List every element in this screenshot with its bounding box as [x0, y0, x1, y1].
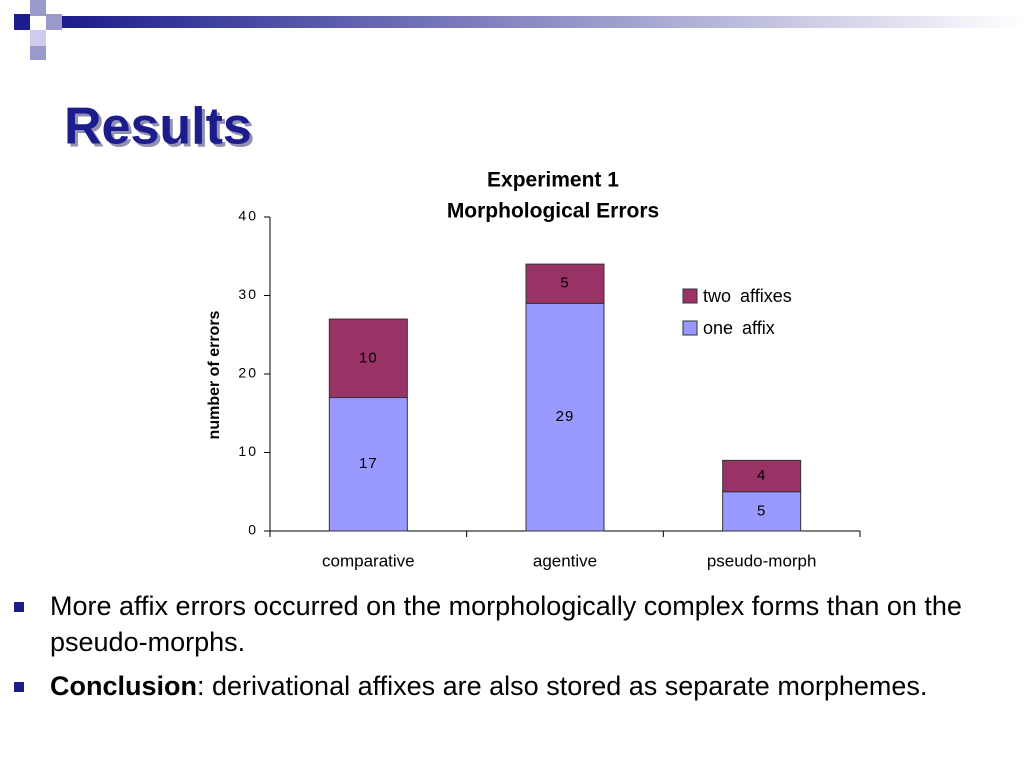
y-tick-label: 30: [238, 286, 258, 302]
data-label: 29: [556, 408, 575, 425]
y-tick-label: 10: [238, 443, 258, 459]
x-tick-label: comparative: [322, 551, 415, 570]
bullet: Conclusion: derivational affixes are als…: [0, 668, 1000, 704]
bar-segment: [722, 459, 802, 493]
bar-segment: [722, 491, 802, 532]
bullet-text: : derivational affixes are also stored a…: [197, 671, 928, 701]
data-label: 10: [359, 349, 378, 366]
slide-title-shadow: Results: [67, 101, 255, 159]
legend-swatch: [682, 320, 698, 336]
bullet-list: More affix errors occurred on the morpho…: [0, 588, 1000, 712]
slide-title: Results: [64, 98, 252, 156]
legend-swatch: [682, 288, 698, 304]
chart-title: Experiment 1: [487, 169, 619, 192]
data-label: 17: [359, 455, 378, 472]
y-tick-label: 20: [238, 365, 258, 381]
y-tick-label: 40: [238, 208, 258, 224]
x-tick-label: agentive: [533, 551, 597, 570]
bullet: More affix errors occurred on the morpho…: [0, 588, 1000, 660]
x-tick-label: pseudo-morph: [707, 551, 817, 570]
y-axis-label: number of errors: [206, 310, 223, 439]
bar-segment: [328, 397, 408, 532]
legend-label: two affixes: [703, 286, 792, 306]
bullet-text: More affix errors occurred on the morpho…: [50, 591, 962, 657]
legend-label: one affix: [703, 318, 775, 338]
chart-title: Morphological Errors: [447, 200, 659, 223]
decoration: [14, 0, 1024, 60]
bullet-bold: Conclusion: [50, 671, 197, 701]
data-label: 5: [757, 502, 766, 519]
data-label: 5: [560, 275, 569, 292]
data-label: 4: [757, 467, 766, 484]
bar-segment: [525, 302, 605, 532]
bar-segment: [328, 318, 408, 399]
y-tick-label: 0: [248, 522, 258, 538]
bar-segment: [525, 263, 605, 304]
